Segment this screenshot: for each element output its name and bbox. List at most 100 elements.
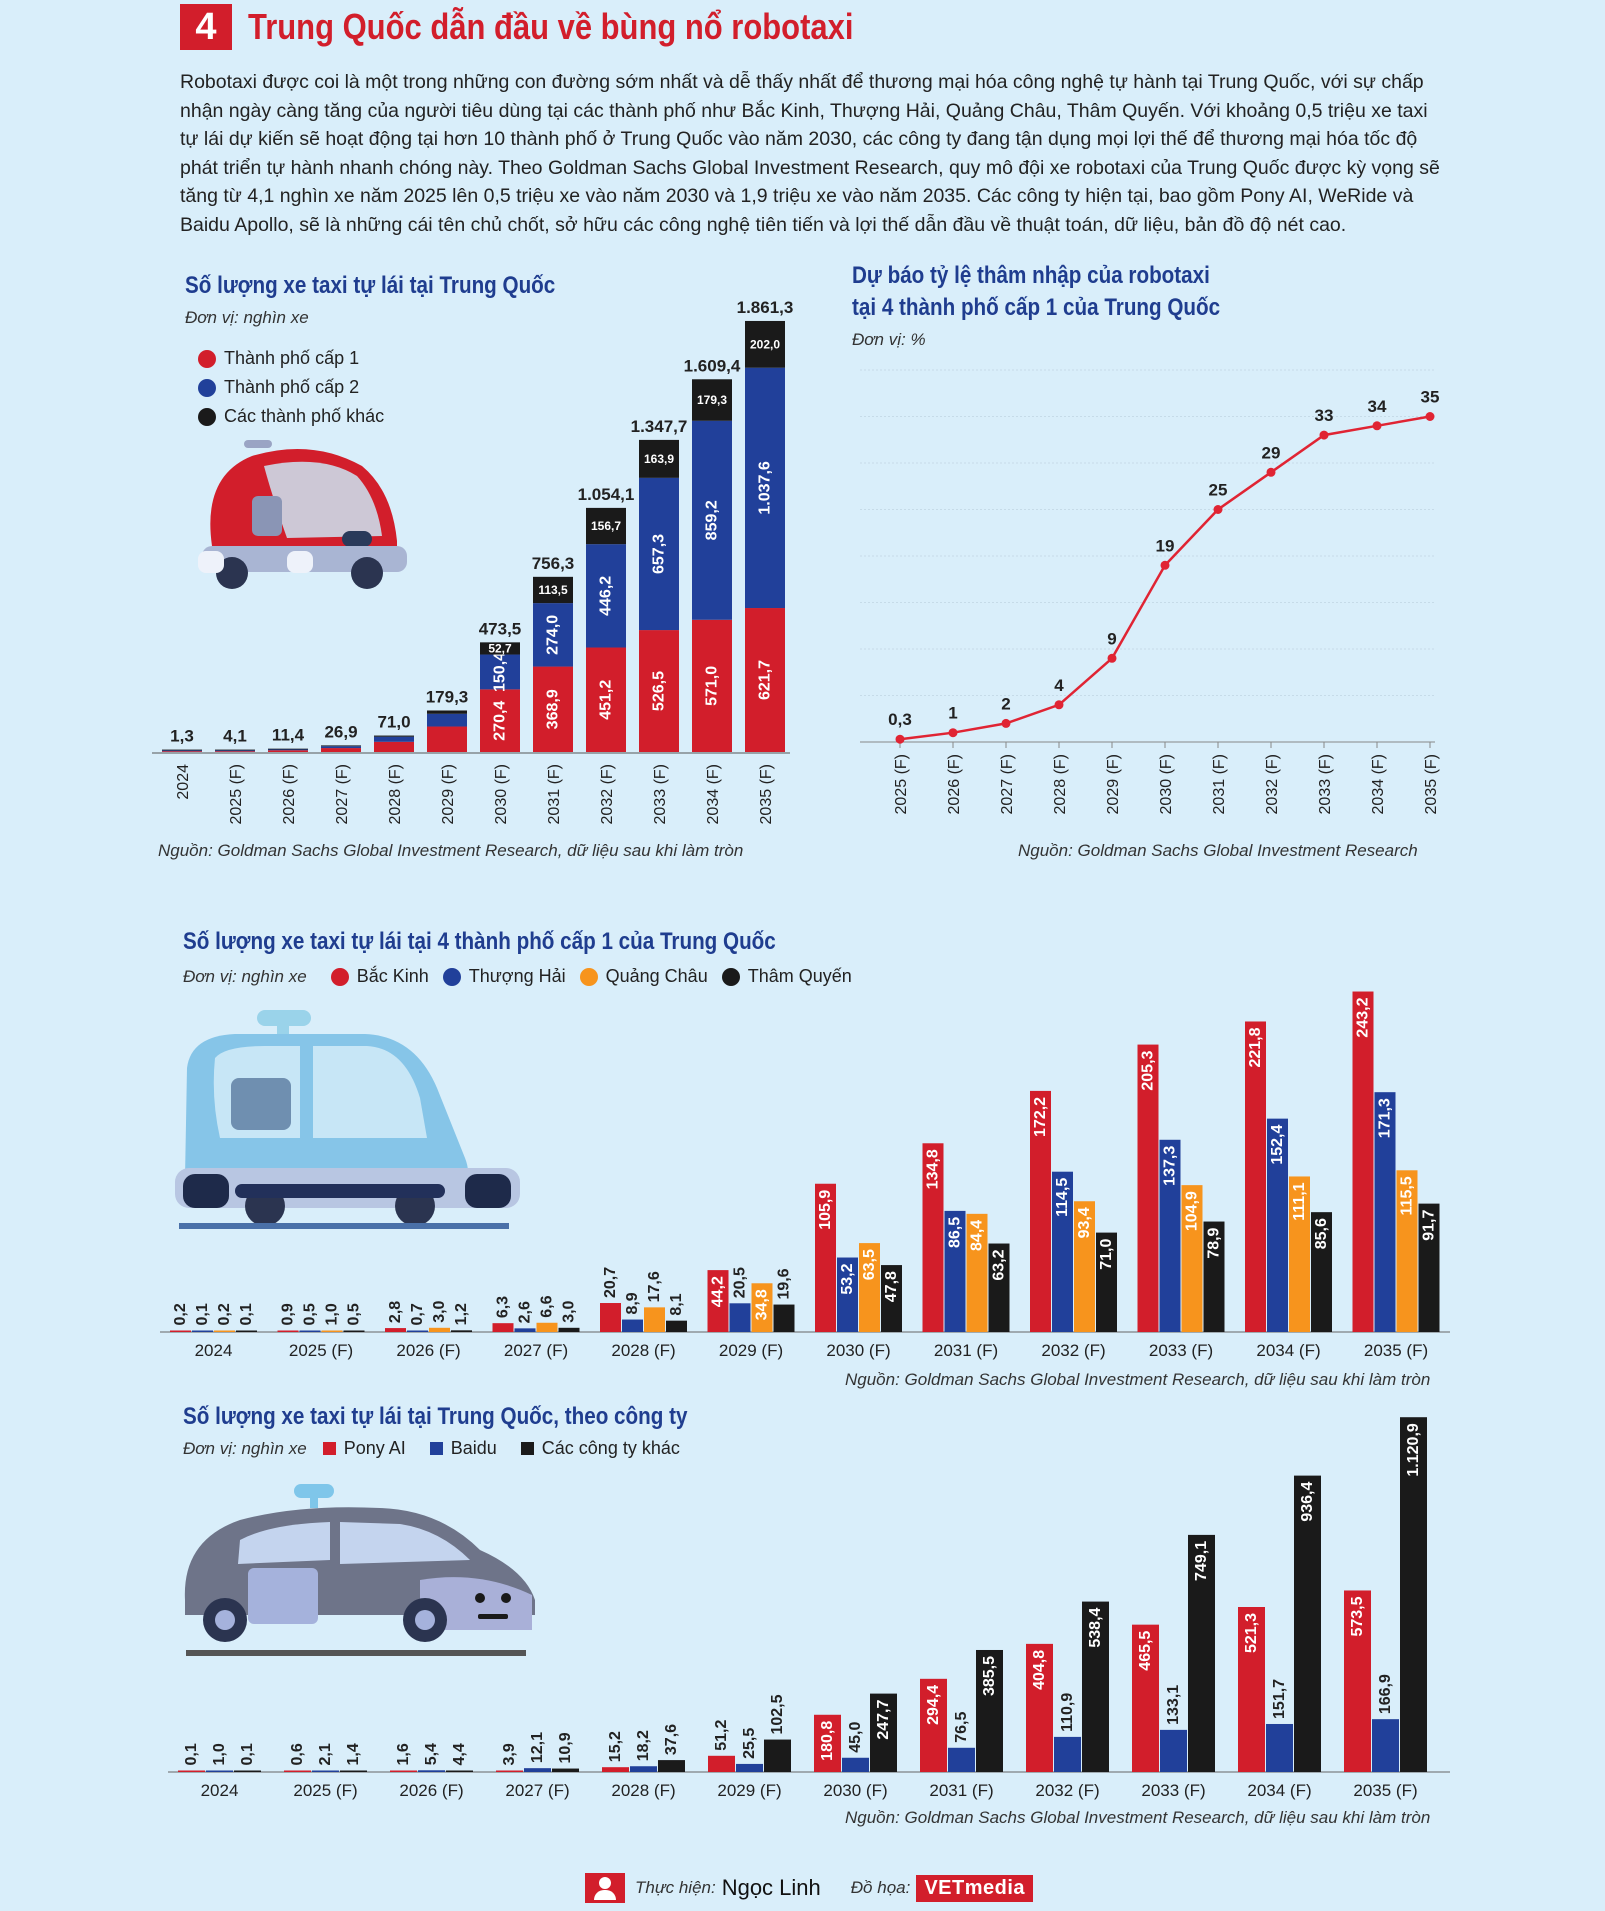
chart4-x-tick-11: 2035 (F) (1353, 1781, 1417, 1800)
chart4-x-tick-3: 2027 (F) (505, 1781, 569, 1800)
chart4-bar-11-s2 (1400, 1417, 1427, 1772)
chart1-seg-label-11-s2: 202,0 (750, 337, 780, 351)
chart4-value-label-2-s2: 4,4 (451, 1743, 468, 1765)
chart3-bar-2-s1 (407, 1330, 428, 1332)
chart4-bar-0-s2 (234, 1770, 261, 1772)
chart2-data-label-7: 29 (1262, 443, 1281, 462)
chart1-bar-5-s2 (427, 710, 467, 714)
chart3-bar-2-s3 (451, 1330, 472, 1332)
chart3-x-tick-3: 2027 (F) (504, 1341, 568, 1360)
chart3-value-label-10-s2: 111,1 (1291, 1182, 1308, 1220)
chart3-bar-7-s0 (922, 1143, 944, 1332)
chart3-bar-0-s3 (236, 1330, 257, 1332)
chart1-bar-9-s0 (639, 630, 679, 752)
chart4-x-tick-10: 2034 (F) (1247, 1781, 1311, 1800)
chart4-bar-10-s1 (1266, 1723, 1293, 1772)
chart4-source: Nguồn: Goldman Sachs Global Investment R… (845, 1808, 1431, 1827)
robotaxi-pod-illustration (198, 440, 407, 589)
chart1-seg-label-9-s0: 526,5 (651, 671, 668, 711)
chart1-bar-1-s1 (215, 750, 255, 752)
chart3-value-label-4-s3: 8,1 (668, 1293, 685, 1315)
chart4-value-label-8-s2: 538,4 (1087, 1607, 1104, 1647)
chart4-bar-7-s0 (920, 1678, 947, 1772)
chart3-bar-6-s0 (815, 1183, 836, 1332)
chart3-title: Số lượng xe taxi tự lái tại 4 thành phố … (183, 928, 776, 955)
chart4-value-label-11-s2: 1.120,9 (1405, 1423, 1422, 1476)
chart3-value-label-7-s1: 86,5 (947, 1217, 964, 1248)
legend-pony-label: Pony AI (343, 1438, 406, 1458)
chart4-bar-8-s0 (1026, 1643, 1053, 1772)
chart4-value-label-5-s1: 25,5 (741, 1728, 758, 1759)
chart3-value-label-10-s0: 221,8 (1247, 1027, 1264, 1067)
chart4-x-tick-7: 2031 (F) (929, 1781, 993, 1800)
chart2-point-2 (1001, 718, 1011, 728)
chart3-value-label-1-s3: 0,5 (346, 1303, 363, 1325)
chart1-bar-10-s1 (692, 420, 732, 620)
chart4-value-label-11-s0: 573,5 (1349, 1596, 1366, 1636)
intro-paragraph: Robotaxi được coi là một trong những con… (180, 71, 1440, 236)
chart3-value-label-3-s3: 3,0 (561, 1300, 578, 1322)
chart3-bar-0-s1 (192, 1330, 213, 1332)
chart3-x-tick-4: 2028 (F) (611, 1341, 675, 1360)
chart3-value-label-5-s0: 44,2 (710, 1276, 727, 1307)
chart3-value-label-11-s1: 171,3 (1377, 1098, 1394, 1138)
chart3-bar-11-s0 (1352, 991, 1374, 1332)
chart4-bar-5-s2 (764, 1739, 791, 1772)
chart4-value-label-9-s2: 749,1 (1193, 1541, 1210, 1581)
chart2-point-1 (948, 728, 958, 738)
chart4-value-label-5-s0: 51,2 (713, 1720, 730, 1751)
chart1-total-label-9: 1.347,7 (631, 417, 688, 436)
legend-guangzhou: Quảng Châu (579, 966, 708, 987)
author-icon (585, 1873, 625, 1903)
chart2-point-7 (1266, 467, 1276, 477)
footer-bar (0, 1855, 1605, 1911)
chart1-x-tick-2: 2026 (F) (281, 764, 298, 824)
chart3-value-label-8-s3: 71,0 (1098, 1238, 1115, 1269)
chart4-x-tick-9: 2033 (F) (1141, 1781, 1205, 1800)
chart2-data-label-1: 1 (948, 704, 957, 723)
chart2-source: Nguồn: Goldman Sachs Global Investment R… (1018, 841, 1418, 860)
chart4-value-label-6-s1: 45,0 (847, 1722, 864, 1753)
chart1-total-label-6: 473,5 (479, 619, 522, 638)
chart1-x-tick-7: 2031 (F) (546, 764, 563, 824)
chart4-bar-11-s1 (1372, 1719, 1399, 1772)
chart1-bar-4-s2 (374, 735, 414, 737)
chart4-value-label-7-s0: 294,4 (925, 1685, 942, 1725)
chart3-bar-6-s3 (881, 1265, 902, 1332)
chart3-bar-10-s3 (1311, 1212, 1332, 1332)
chart4-bar-10-s2 (1294, 1475, 1321, 1772)
chart3-x-tick-10: 2034 (F) (1256, 1341, 1320, 1360)
chart3-bar-4-s2 (644, 1307, 665, 1332)
chart3-bar-4-s3 (666, 1320, 687, 1332)
robotaxi-car-illustration (184, 1484, 535, 1656)
chart3-value-label-1-s2: 1,0 (324, 1303, 341, 1325)
chart3-bar-5-s1 (729, 1303, 751, 1332)
chart1-seg-label-10-s2: 179,3 (697, 393, 727, 407)
chart1-seg-label-7-s0: 368,9 (545, 689, 562, 729)
author-label: Thực hiện: (635, 1878, 716, 1897)
chart1-stacked-bar: 1,3 2024 4,1 2025 (F) 11,4 2026 (F) 26,9 2027 (… (152, 298, 793, 824)
chart4-bar-5-s1 (736, 1763, 763, 1772)
chart4-bar-0-s1 (206, 1770, 233, 1772)
chart3-value-label-6-s3: 47,8 (883, 1271, 900, 1302)
chart4-x-tick-4: 2028 (F) (611, 1781, 675, 1800)
chart2-data-label-5: 19 (1156, 536, 1175, 555)
chart3-x-tick-9: 2033 (F) (1149, 1341, 1213, 1360)
chart1-bar-2-s0 (268, 750, 308, 752)
chart1-bar-6-s2 (480, 642, 520, 655)
chart3-value-label-4-s2: 17,6 (646, 1271, 663, 1302)
legend-pony: Pony AI (322, 1438, 406, 1459)
chart4-bar-6-s2 (870, 1693, 897, 1772)
chart3-bar-11-s2 (1396, 1170, 1418, 1332)
chart1-bar-5-s1 (427, 713, 467, 727)
chart1-total-label-4: 71,0 (377, 713, 410, 732)
chart4-value-label-4-s0: 15,2 (607, 1731, 624, 1762)
chart2-x-tick-2: 2027 (F) (999, 754, 1016, 814)
chart2-data-label-0: 0,3 (888, 710, 912, 729)
chart3-value-label-6-s2: 63,5 (861, 1249, 878, 1280)
chart4-value-label-9-s0: 465,5 (1137, 1631, 1154, 1671)
chart1-seg-label-11-s1: 1.037,6 (757, 461, 774, 514)
footer-credits: Thực hiện: Ngọc Linh Đồ họa: VETmedia (585, 1873, 1034, 1903)
chart2-data-label-10: 35 (1421, 388, 1440, 407)
chart2-data-label-9: 34 (1368, 397, 1387, 416)
